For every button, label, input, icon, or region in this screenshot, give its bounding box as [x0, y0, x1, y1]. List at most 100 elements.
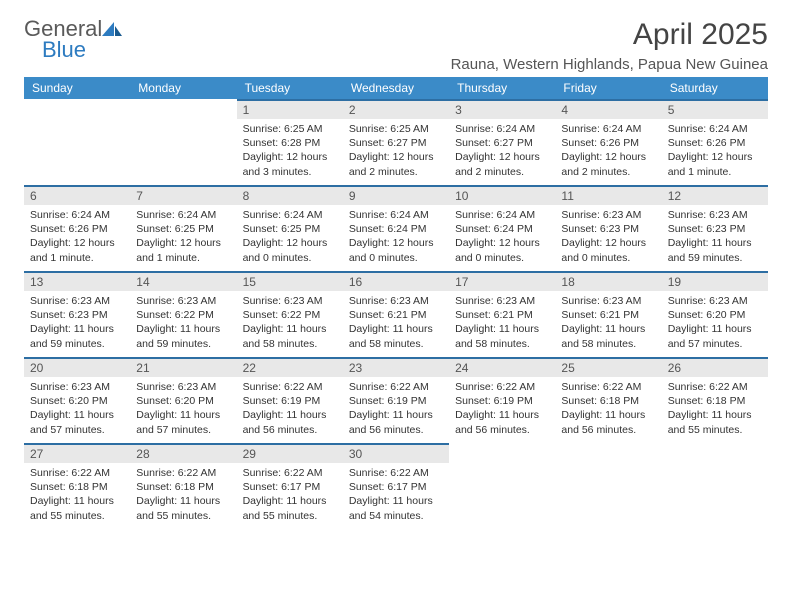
day-details: Sunrise: 6:23 AMSunset: 6:23 PMDaylight:… — [662, 205, 768, 268]
weekday-header: Wednesday — [343, 77, 449, 99]
calendar-week-row: 1Sunrise: 6:25 AMSunset: 6:28 PMDaylight… — [24, 99, 768, 185]
daylight-text: Daylight: 12 hours and 2 minutes. — [349, 150, 443, 178]
weekday-header: Sunday — [24, 77, 130, 99]
day-number: 19 — [662, 271, 768, 291]
calendar-day-cell — [130, 99, 236, 185]
calendar-day-cell: 24Sunrise: 6:22 AMSunset: 6:19 PMDayligh… — [449, 357, 555, 443]
day-details: Sunrise: 6:23 AMSunset: 6:21 PMDaylight:… — [343, 291, 449, 354]
day-details: Sunrise: 6:22 AMSunset: 6:18 PMDaylight:… — [24, 463, 130, 526]
calendar-day-cell: 12Sunrise: 6:23 AMSunset: 6:23 PMDayligh… — [662, 185, 768, 271]
day-details: Sunrise: 6:23 AMSunset: 6:21 PMDaylight:… — [555, 291, 661, 354]
daylight-text: Daylight: 11 hours and 55 minutes. — [136, 494, 230, 522]
sunset-text: Sunset: 6:23 PM — [668, 222, 762, 236]
calendar-day-cell: 8Sunrise: 6:24 AMSunset: 6:25 PMDaylight… — [237, 185, 343, 271]
day-number: 29 — [237, 443, 343, 463]
calendar-day-cell: 5Sunrise: 6:24 AMSunset: 6:26 PMDaylight… — [662, 99, 768, 185]
day-number: 7 — [130, 185, 236, 205]
calendar-day-cell: 15Sunrise: 6:23 AMSunset: 6:22 PMDayligh… — [237, 271, 343, 357]
sunrise-text: Sunrise: 6:23 AM — [668, 294, 762, 308]
sunset-text: Sunset: 6:27 PM — [455, 136, 549, 150]
sunrise-text: Sunrise: 6:23 AM — [455, 294, 549, 308]
calendar-day-cell: 18Sunrise: 6:23 AMSunset: 6:21 PMDayligh… — [555, 271, 661, 357]
sunrise-text: Sunrise: 6:24 AM — [668, 122, 762, 136]
title-block: April 2025 Rauna, Western Highlands, Pap… — [451, 18, 768, 73]
day-number: 24 — [449, 357, 555, 377]
calendar-day-cell: 27Sunrise: 6:22 AMSunset: 6:18 PMDayligh… — [24, 443, 130, 529]
day-number: 21 — [130, 357, 236, 377]
daylight-text: Daylight: 12 hours and 1 minute. — [30, 236, 124, 264]
sunset-text: Sunset: 6:26 PM — [30, 222, 124, 236]
sunrise-text: Sunrise: 6:22 AM — [136, 466, 230, 480]
daylight-text: Daylight: 11 hours and 56 minutes. — [561, 408, 655, 436]
calendar-day-cell: 7Sunrise: 6:24 AMSunset: 6:25 PMDaylight… — [130, 185, 236, 271]
calendar-week-row: 27Sunrise: 6:22 AMSunset: 6:18 PMDayligh… — [24, 443, 768, 529]
day-details: Sunrise: 6:23 AMSunset: 6:22 PMDaylight:… — [130, 291, 236, 354]
daylight-text: Daylight: 11 hours and 55 minutes. — [668, 408, 762, 436]
sunset-text: Sunset: 6:19 PM — [349, 394, 443, 408]
sunset-text: Sunset: 6:21 PM — [349, 308, 443, 322]
sunset-text: Sunset: 6:24 PM — [349, 222, 443, 236]
sunset-text: Sunset: 6:20 PM — [668, 308, 762, 322]
day-number: 30 — [343, 443, 449, 463]
sunset-text: Sunset: 6:23 PM — [30, 308, 124, 322]
daylight-text: Daylight: 12 hours and 2 minutes. — [561, 150, 655, 178]
day-details: Sunrise: 6:23 AMSunset: 6:23 PMDaylight:… — [24, 291, 130, 354]
sunrise-text: Sunrise: 6:24 AM — [30, 208, 124, 222]
calendar-body: 1Sunrise: 6:25 AMSunset: 6:28 PMDaylight… — [24, 99, 768, 529]
day-details: Sunrise: 6:25 AMSunset: 6:28 PMDaylight:… — [237, 119, 343, 182]
day-details: Sunrise: 6:22 AMSunset: 6:18 PMDaylight:… — [662, 377, 768, 440]
sunset-text: Sunset: 6:19 PM — [455, 394, 549, 408]
daylight-text: Daylight: 11 hours and 59 minutes. — [136, 322, 230, 350]
calendar-day-cell: 28 Sunrise: 6:22 AMSunset: 6:18 PMDayligh… — [130, 443, 236, 529]
calendar-day-cell: 10Sunrise: 6:24 AMSunset: 6:24 PMDayligh… — [449, 185, 555, 271]
calendar-week-row: 13Sunrise: 6:23 AMSunset: 6:23 PMDayligh… — [24, 271, 768, 357]
calendar-day-cell — [555, 443, 661, 529]
sunrise-text: Sunrise: 6:22 AM — [243, 380, 337, 394]
sunrise-text: Sunrise: 6:22 AM — [561, 380, 655, 394]
calendar-day-cell — [24, 99, 130, 185]
calendar-day-cell — [449, 443, 555, 529]
day-number: 1 — [237, 99, 343, 119]
sunset-text: Sunset: 6:20 PM — [30, 394, 124, 408]
day-number: 20 — [24, 357, 130, 377]
sunrise-text: Sunrise: 6:22 AM — [668, 380, 762, 394]
location: Rauna, Western Highlands, Papua New Guin… — [451, 56, 768, 73]
daylight-text: Daylight: 11 hours and 56 minutes. — [349, 408, 443, 436]
day-details: Sunrise: 6:24 AMSunset: 6:26 PMDaylight:… — [662, 119, 768, 182]
day-details: Sunrise: 6:22 AMSunset: 6:17 PMDaylight:… — [343, 463, 449, 526]
calendar-day-cell: 2Sunrise: 6:25 AMSunset: 6:27 PMDaylight… — [343, 99, 449, 185]
daylight-text: Daylight: 12 hours and 0 minutes. — [561, 236, 655, 264]
daylight-text: Daylight: 11 hours and 58 minutes. — [455, 322, 549, 350]
daylight-text: Daylight: 11 hours and 58 minutes. — [243, 322, 337, 350]
calendar-week-row: 6Sunrise: 6:24 AMSunset: 6:26 PMDaylight… — [24, 185, 768, 271]
sunrise-text: Sunrise: 6:25 AM — [243, 122, 337, 136]
calendar-day-cell: 13Sunrise: 6:23 AMSunset: 6:23 PMDayligh… — [24, 271, 130, 357]
sunrise-text: Sunrise: 6:23 AM — [136, 294, 230, 308]
sunrise-text: Sunrise: 6:23 AM — [349, 294, 443, 308]
day-details: Sunrise: 6:22 AMSunset: 6:17 PMDaylight:… — [237, 463, 343, 526]
day-details: Sunrise: 6:23 AMSunset: 6:21 PMDaylight:… — [449, 291, 555, 354]
sunset-text: Sunset: 6:22 PM — [136, 308, 230, 322]
calendar-week-row: 20Sunrise: 6:23 AMSunset: 6:20 PMDayligh… — [24, 357, 768, 443]
daylight-text: Daylight: 12 hours and 0 minutes. — [243, 236, 337, 264]
sunset-text: Sunset: 6:28 PM — [243, 136, 337, 150]
calendar-day-cell: 26Sunrise: 6:22 AMSunset: 6:18 PMDayligh… — [662, 357, 768, 443]
daylight-text: Daylight: 12 hours and 2 minutes. — [455, 150, 549, 178]
day-number: 23 — [343, 357, 449, 377]
sunrise-text: Sunrise: 6:24 AM — [136, 208, 230, 222]
calendar-day-cell — [662, 443, 768, 529]
day-details: Sunrise: 6:22 AMSunset: 6:19 PMDaylight:… — [237, 377, 343, 440]
day-details: Sunrise: 6:22 AMSunset: 6:18 PMDaylight:… — [555, 377, 661, 440]
day-number: 17 — [449, 271, 555, 291]
day-number: 26 — [662, 357, 768, 377]
calendar-day-cell: 23Sunrise: 6:22 AMSunset: 6:19 PMDayligh… — [343, 357, 449, 443]
day-number: 28 — [130, 443, 236, 463]
day-number: 8 — [237, 185, 343, 205]
sunset-text: Sunset: 6:17 PM — [349, 480, 443, 494]
sunrise-text: Sunrise: 6:23 AM — [561, 294, 655, 308]
day-number: 16 — [343, 271, 449, 291]
daylight-text: Daylight: 11 hours and 57 minutes. — [30, 408, 124, 436]
sunset-text: Sunset: 6:18 PM — [136, 480, 230, 494]
calendar-day-cell: 3Sunrise: 6:24 AMSunset: 6:27 PMDaylight… — [449, 99, 555, 185]
day-details: Sunrise: 6:25 AMSunset: 6:27 PMDaylight:… — [343, 119, 449, 182]
